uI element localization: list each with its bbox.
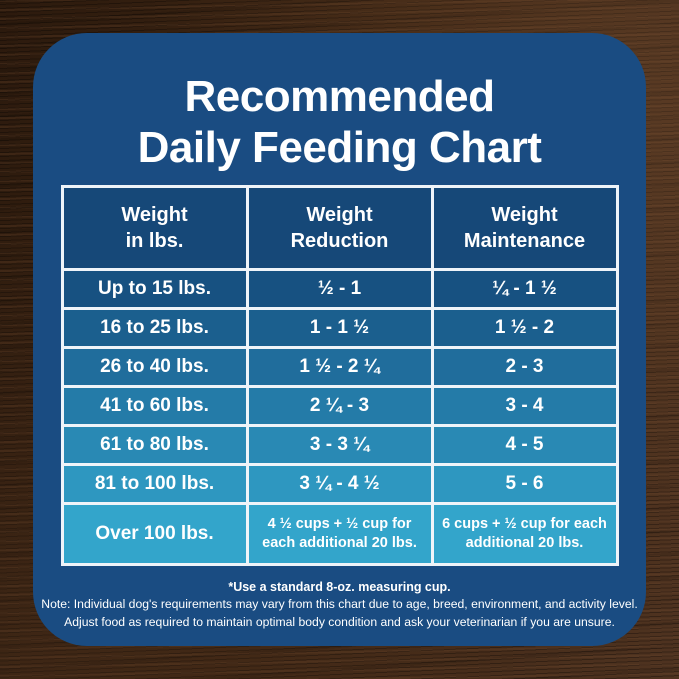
row5-reduction-cell: 3 - 3 ¼ <box>248 427 431 464</box>
row7-maintenance-cell: 6 cups + ½ cup for each additional 20 lb… <box>433 505 616 564</box>
row4-maintenance-cell: 3 - 4 <box>433 388 616 425</box>
header-maintenance-line2: Maintenance <box>463 230 586 253</box>
feeding-chart-card: Recommended Daily Feeding Chart Weight i… <box>33 33 646 646</box>
measuring-cup-note: *Use a standard 8-oz. measuring cup. <box>228 580 451 595</box>
header-reduction-line1: Weight <box>306 204 373 227</box>
row1-maintenance-cell: ¼ - 1 ½ <box>433 271 616 308</box>
row1-reduction-cell: ½ - 1 <box>248 271 431 308</box>
row3-reduction-cell: 1 ½ - 2 ¼ <box>248 349 431 386</box>
header-reduction-line2: Reduction <box>290 230 389 253</box>
requirements-note: Note: Individual dog's requirements may … <box>41 597 638 612</box>
footnotes: *Use a standard 8-oz. measuring cup. Not… <box>33 578 646 631</box>
row2-maintenance-cell: 1 ½ - 2 <box>433 310 616 347</box>
row4-reduction-cell: 2 ¼ - 3 <box>248 388 431 425</box>
row5-weight-cell: 61 to 80 lbs. <box>63 427 246 464</box>
row1-weight-cell: Up to 15 lbs. <box>63 271 246 308</box>
page-title-line1: Recommended <box>184 72 495 121</box>
feeding-table: Weight in lbs. Weight Reduction Weight M… <box>60 185 619 567</box>
row3-weight-cell: 26 to 40 lbs. <box>63 349 246 386</box>
row6-reduction-cell: 3 ¼ - 4 ½ <box>248 466 431 503</box>
page-title: Recommended Daily Feeding Chart <box>33 33 646 173</box>
column-header-reduction: Weight Reduction <box>248 188 431 269</box>
row2-reduction-cell: 1 - 1 ½ <box>248 310 431 347</box>
header-weight-line1: Weight <box>121 204 188 227</box>
row7-reduction-cell: 4 ½ cups + ½ cup for each additional 20 … <box>248 505 431 564</box>
header-maintenance-line1: Weight <box>491 204 558 227</box>
header-weight-line2: in lbs. <box>125 230 184 253</box>
row3-maintenance-cell: 2 - 3 <box>433 349 616 386</box>
column-header-weight: Weight in lbs. <box>63 188 246 269</box>
row5-maintenance-cell: 4 - 5 <box>433 427 616 464</box>
adjust-food-note: Adjust food as required to maintain opti… <box>64 614 615 629</box>
row6-maintenance-cell: 5 - 6 <box>433 466 616 503</box>
page-title-line2: Daily Feeding Chart <box>137 123 542 173</box>
row6-weight-cell: 81 to 100 lbs. <box>63 466 246 503</box>
row2-weight-cell: 16 to 25 lbs. <box>63 310 246 347</box>
column-header-maintenance: Weight Maintenance <box>433 188 616 269</box>
row4-weight-cell: 41 to 60 lbs. <box>63 388 246 425</box>
row7-weight-cell: Over 100 lbs. <box>63 505 246 564</box>
